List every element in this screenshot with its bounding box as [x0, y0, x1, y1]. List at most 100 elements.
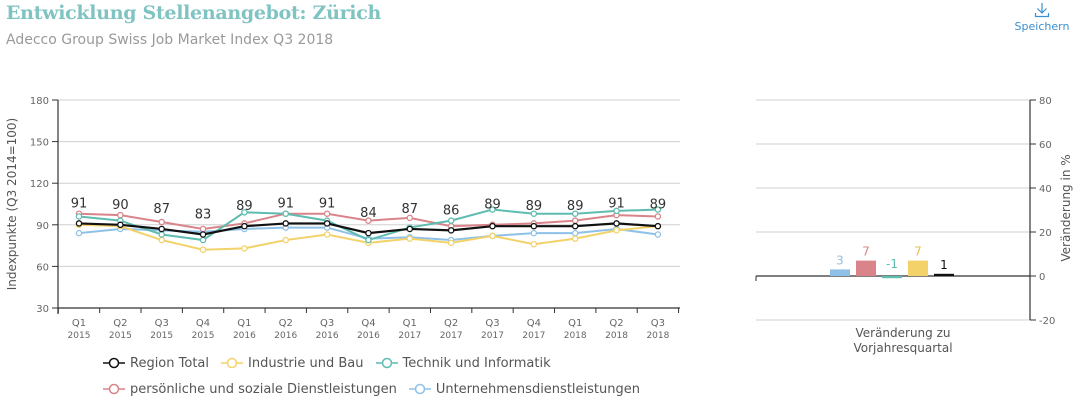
data-point	[365, 236, 372, 244]
y-tick-label: 30	[36, 304, 49, 315]
legend-row: Region Total Industrie und Bau Technik und…	[103, 350, 652, 376]
legend-item[interactable]: Industrie und Bau	[221, 356, 364, 371]
y-tick-label: 120	[30, 179, 49, 190]
data-point	[530, 222, 538, 230]
data-point	[613, 227, 620, 234]
data-point	[530, 210, 538, 217]
x-tick-label-quarter: Q2	[113, 318, 127, 329]
data-point	[571, 217, 579, 224]
x-tick-label-year: 2015	[192, 331, 215, 341]
x-tick-label-year: 2016	[357, 331, 380, 341]
data-label: 89	[567, 199, 584, 214]
legend-item[interactable]: persönliche und soziale Dienstleistungen	[103, 382, 397, 397]
legend-marker-icon	[408, 383, 431, 395]
save-button[interactable]: Speichern	[1012, 2, 1072, 33]
bar	[856, 260, 876, 276]
data-point	[654, 222, 662, 230]
data-point	[406, 235, 414, 242]
x-tick-label-quarter: Q4	[527, 318, 541, 329]
data-label: 91	[71, 196, 88, 211]
data-point	[530, 229, 538, 237]
data-point	[654, 213, 662, 220]
x-tick-label-quarter: Q1	[568, 318, 582, 329]
x-tick-label-year: 2017	[440, 331, 463, 341]
y-tick-label: 60	[1039, 140, 1052, 151]
data-point	[323, 220, 331, 227]
bar-chart: -20 0 20 40 60 80 Veränderung in % 3 7 -1 7 1 Veränd…	[755, 96, 1073, 355]
data-point	[199, 236, 207, 244]
legend-label: Industrie und Bau	[248, 355, 364, 371]
legend-item[interactable]: Technik und Informatik	[375, 355, 551, 371]
x-tick-label-year: 2015	[68, 331, 91, 341]
legend-row: persönliche und soziale Dienstleistungen…	[103, 376, 652, 402]
data-point	[447, 239, 455, 247]
y-tick-label: 0	[1039, 272, 1045, 283]
x-tick-label-quarter: Q3	[320, 318, 334, 329]
data-point	[282, 220, 289, 227]
data-point	[530, 240, 538, 248]
data-point	[241, 245, 248, 252]
x-tick-label-quarter: Q1	[72, 318, 86, 329]
data-point	[654, 206, 662, 213]
legend-item[interactable]: Region Total	[103, 356, 209, 371]
x-tick-label-year: 2018	[605, 331, 628, 341]
x-tick-label-quarter: Q1	[403, 318, 417, 329]
data-label: 84	[360, 206, 377, 221]
y-tick-label: -20	[1039, 316, 1055, 327]
x-tick-label-year: 2018	[564, 331, 587, 341]
y-axis-label: Veränderung in %	[1059, 154, 1073, 261]
legend-label: persönliche und soziale Dienstleistungen	[130, 381, 397, 397]
data-label: 87	[402, 202, 419, 217]
data-point	[158, 218, 165, 226]
y-tick-label: 20	[1039, 228, 1052, 239]
data-point	[406, 214, 414, 222]
y-tick-label: 180	[30, 96, 49, 107]
x-tick-label-year: 2015	[150, 331, 173, 341]
data-point	[323, 210, 331, 217]
category-label: Veränderung zu	[855, 326, 950, 340]
legend-label: Region Total	[130, 355, 209, 371]
x-tick-label-quarter: Q2	[279, 318, 293, 329]
data-point	[282, 236, 289, 244]
data-label: 89	[526, 199, 543, 214]
bar	[830, 269, 850, 276]
x-tick-label-year: 2016	[233, 331, 256, 341]
x-tick-label-quarter: Q3	[485, 318, 499, 329]
x-tick-label-year: 2017	[522, 331, 545, 341]
data-point	[199, 231, 207, 238]
legend-label: Technik und Informatik	[402, 355, 551, 371]
data-label: 89	[484, 198, 501, 213]
data-point	[571, 210, 579, 217]
data-point	[75, 229, 83, 237]
data-point	[613, 207, 620, 215]
data-point	[406, 225, 414, 233]
data-point	[365, 217, 372, 224]
data-point	[158, 236, 165, 244]
data-label: 89	[650, 198, 667, 213]
data-point	[158, 231, 165, 238]
x-tick-label-year: 2016	[316, 331, 339, 341]
legend-item[interactable]: Unternehmensdienstleistungen	[408, 382, 640, 397]
data-point	[447, 217, 455, 224]
data-label: 91	[608, 196, 625, 211]
data-point	[447, 227, 455, 234]
bar	[934, 273, 954, 276]
data-point	[282, 210, 289, 217]
y-tick-label: 60	[36, 262, 49, 273]
data-point	[489, 222, 496, 230]
data-point	[489, 232, 496, 240]
x-tick-label-quarter: Q3	[155, 318, 169, 329]
save-label: Speichern	[1014, 20, 1070, 33]
data-point	[117, 211, 124, 219]
y-tick-label: 80	[1039, 96, 1052, 107]
x-tick-label-year: 2016	[274, 331, 297, 341]
data-label: 90	[112, 198, 129, 213]
y-tick-label: 40	[1039, 184, 1052, 195]
download-icon	[1034, 3, 1050, 18]
data-point	[158, 225, 165, 233]
x-tick-label-quarter: Q4	[361, 318, 375, 329]
x-tick-label-quarter: Q4	[196, 318, 210, 329]
y-axis-label: Indexpunkte (Q3 2014=100)	[5, 118, 19, 290]
data-point	[571, 229, 579, 237]
data-point	[654, 231, 662, 238]
